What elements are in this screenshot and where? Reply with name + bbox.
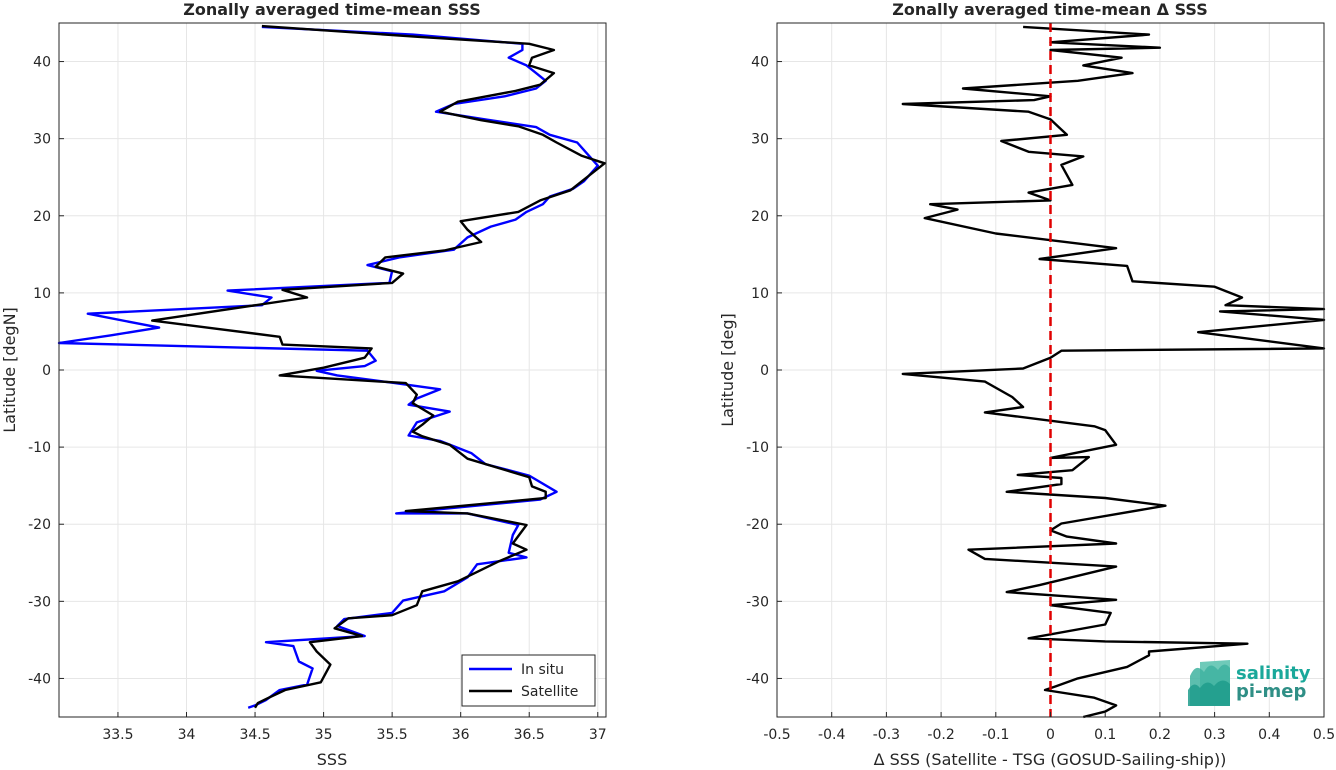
left-chart-title: Zonally averaged time-mean SSS [183, 0, 481, 19]
left-y-axis-label: Latitude [degN] [0, 307, 19, 433]
right-series-line-delta-sss [901, 25, 1326, 719]
left-y-tick-label: -40 [28, 671, 51, 687]
left-x-tick-label: 34.5 [239, 727, 270, 743]
right-x-tick-label: 0.1 [1094, 727, 1116, 743]
right-x-tick-label: 0 [1046, 727, 1055, 743]
right-x-tick-label: 0.3 [1203, 727, 1225, 743]
right-y-tick-label: 0 [760, 363, 769, 379]
right-x-tick-label: -0.5 [763, 727, 790, 743]
left-series-line-in-situ [57, 25, 599, 709]
right-x-tick-label: -0.2 [927, 727, 954, 743]
left-y-tick-label: 40 [33, 55, 51, 71]
right-y-tick-label: 10 [751, 286, 769, 302]
left-y-tick-label: -20 [28, 517, 51, 533]
right-y-axis-label: Latitude [deg] [718, 313, 737, 427]
wave-logo-icon [1188, 660, 1230, 706]
right-y-tick-label: -30 [746, 594, 769, 610]
left-y-tick-label: 10 [33, 286, 51, 302]
left-x-axis-label: SSS [317, 750, 347, 769]
right-chart-title: Zonally averaged time-mean Δ SSS [892, 0, 1208, 19]
left-y-tick-label: -10 [28, 440, 51, 456]
right-ticks: -0.5 -0.4 -0.3 -0.2 -0.1 0 0.1 0.2 0.3 0.4 0.5 -40 -… [746, 55, 1335, 743]
left-x-tick-label: 35.5 [377, 727, 408, 743]
right-y-tick-label: 20 [751, 209, 769, 225]
left-series-line-satellite [150, 24, 606, 709]
left-y-tick-label: 0 [42, 363, 51, 379]
left-x-tick-label: 36 [452, 727, 470, 743]
legend-label-satellite: Satellite [521, 684, 578, 700]
logo-text-salinity: salinity [1236, 663, 1311, 684]
right-x-tick-label: 0.4 [1258, 727, 1280, 743]
left-y-tick-label: 30 [33, 132, 51, 148]
right-x-tick-label: -0.4 [818, 727, 845, 743]
left-x-tick-label: 35 [315, 727, 333, 743]
legend: In situ Satellite [461, 654, 596, 707]
legend-box [461, 654, 596, 707]
left-panel: 33.5 34 34.5 35 35.5 36 36.5 37 -40 -30 -20 -10 0 10 2… [0, 0, 607, 769]
left-y-tick-label: -30 [28, 594, 51, 610]
left-x-tick-label: 33.5 [102, 727, 133, 743]
right-y-tick-label: 40 [751, 55, 769, 71]
left-y-tick-label: 20 [33, 209, 51, 225]
right-x-tick-label: 0.2 [1149, 727, 1171, 743]
right-x-tick-label: -0.3 [873, 727, 900, 743]
left-x-tick-label: 34 [178, 727, 196, 743]
right-x-tick-label: -0.1 [982, 727, 1009, 743]
logo-text-pi-mep: pi-mep [1236, 681, 1306, 702]
left-x-tick-label: 36.5 [514, 727, 545, 743]
right-series [901, 25, 1326, 719]
right-y-tick-label: -20 [746, 517, 769, 533]
right-y-tick-label: -40 [746, 671, 769, 687]
left-ticks: 33.5 34 34.5 35 35.5 36 36.5 37 -40 -30 -20 -10 0 10 2… [28, 55, 607, 743]
right-y-tick-label: -10 [746, 440, 769, 456]
left-series [57, 24, 606, 709]
right-y-tick-label: 30 [751, 132, 769, 148]
legend-label-in-situ: In situ [521, 662, 564, 678]
right-panel: -0.5 -0.4 -0.3 -0.2 -0.1 0 0.1 0.2 0.3 0.4 0.5 -40 -… [718, 0, 1335, 769]
right-x-axis-label: Δ SSS (Satellite - TSG (GOSUD-Sailing-sh… [874, 750, 1227, 769]
right-x-tick-label: 0.5 [1313, 727, 1335, 743]
left-x-tick-label: 37 [589, 727, 607, 743]
salinity-pi-mep-logo: salinity pi-mep [1188, 660, 1311, 706]
